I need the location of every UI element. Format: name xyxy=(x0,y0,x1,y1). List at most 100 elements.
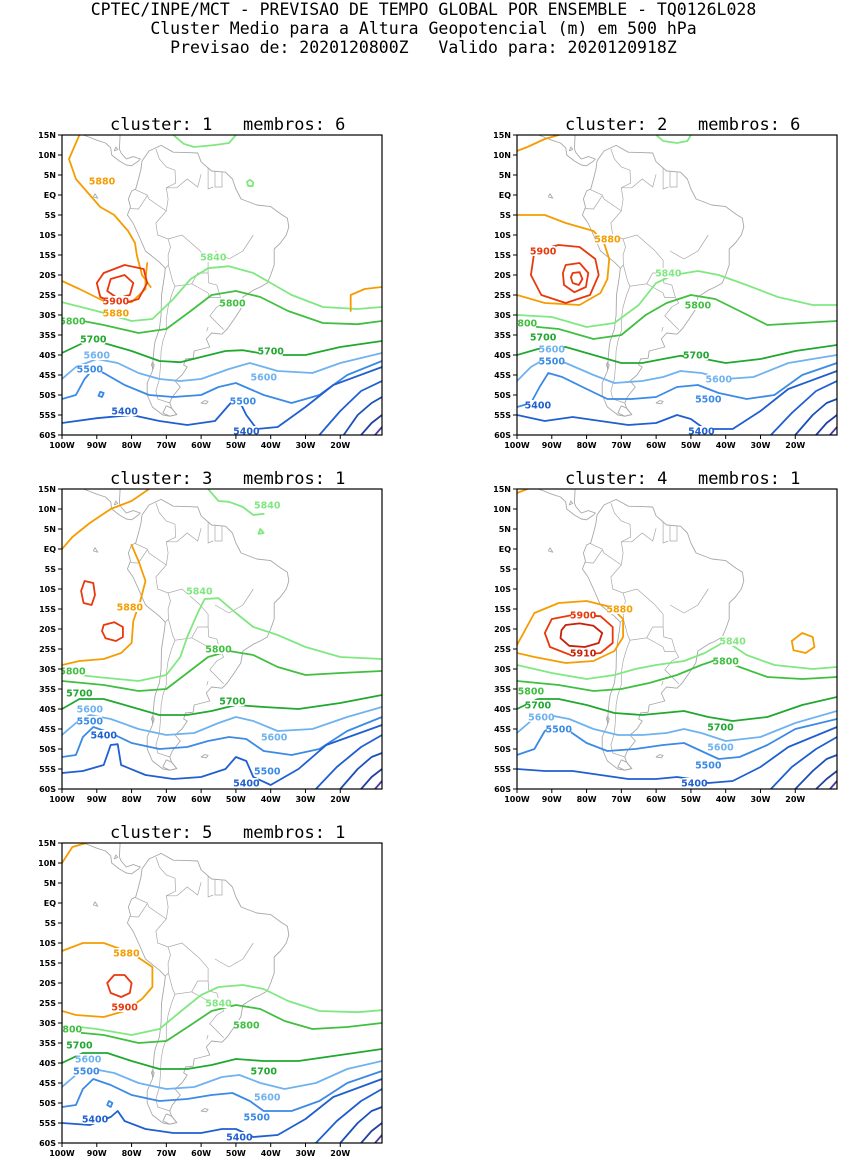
contour-line xyxy=(360,414,382,435)
contour-label-bg xyxy=(529,712,554,722)
contour-label-bg xyxy=(708,722,733,732)
contour-line xyxy=(62,597,382,682)
contour-label: 5700 xyxy=(66,1041,93,1052)
coastline xyxy=(537,135,745,417)
coastline xyxy=(82,135,290,417)
contour-label: 5800 xyxy=(233,1021,260,1032)
contour-line xyxy=(62,489,150,550)
country-borders xyxy=(585,148,709,404)
lat-label: 25S xyxy=(39,645,56,654)
contour-label: 5840 xyxy=(186,587,213,598)
contour-label-bg xyxy=(91,730,116,740)
lat-label: 10S xyxy=(494,231,511,240)
contour-label: 5600 xyxy=(254,1093,281,1104)
contour-label: 5400 xyxy=(233,427,260,438)
panel-title: cluster: 4 membros: 1 xyxy=(565,469,801,489)
contour-line xyxy=(517,362,837,408)
contour-label-bg xyxy=(255,500,280,510)
lat-label: 10S xyxy=(494,585,511,594)
contour-label-bg xyxy=(696,394,721,404)
cluster-panel-1: cluster: 1 membros: 6 5880 5840 5900 5880 580… xyxy=(22,115,422,455)
lon-label: 30W xyxy=(295,441,315,450)
lat-label: 5N xyxy=(499,171,511,180)
lon-label: 60W xyxy=(191,795,211,804)
contour-line xyxy=(106,274,135,300)
contour-label: 5840 xyxy=(655,269,682,280)
contour-label: 5700 xyxy=(525,701,552,712)
lon-label: 100W xyxy=(504,441,530,450)
lat-label: 15N xyxy=(38,131,56,140)
contour-line xyxy=(770,736,837,789)
contour-label-bg xyxy=(103,308,128,318)
contour-label-bg xyxy=(539,356,564,366)
contour-line xyxy=(97,390,105,398)
contour-label: 5880 xyxy=(113,949,140,960)
lat-label: 20S xyxy=(494,271,511,280)
contour-label-bg xyxy=(201,252,226,262)
lat-label: 35S xyxy=(494,331,511,340)
lat-label: 40S xyxy=(494,351,511,360)
lon-label: 70W xyxy=(156,1149,176,1158)
lon-label: 20W xyxy=(785,441,805,450)
contour-label: 5800 xyxy=(205,645,232,656)
lon-label: 90W xyxy=(87,1149,107,1158)
contour-label-bg xyxy=(234,778,259,788)
contour-line xyxy=(68,135,152,288)
contour-label-bg xyxy=(62,316,85,326)
lat-label: 30S xyxy=(39,1019,56,1028)
lon-label: 80W xyxy=(577,795,597,804)
lat-label: 10N xyxy=(493,505,511,514)
lon-label: 80W xyxy=(122,795,142,804)
contour-line xyxy=(62,942,154,1018)
contour-label-bg xyxy=(525,400,550,410)
lat-label: 30S xyxy=(39,311,56,320)
contour-label-bg xyxy=(531,246,556,256)
contour-label-bg xyxy=(713,656,738,666)
contour-line xyxy=(562,262,590,294)
contour-label-bg xyxy=(607,604,632,614)
lat-label: 15S xyxy=(39,605,56,614)
header-line-1: CPTEC/INPE/MCT - PREVISAO DE TEMPO GLOBA… xyxy=(90,0,757,19)
lat-label: 55S xyxy=(494,765,511,774)
lat-label: 15S xyxy=(494,251,511,260)
contour-line xyxy=(339,1106,382,1143)
contour-line xyxy=(829,426,837,435)
contour-label: 5600 xyxy=(528,713,555,724)
lat-label: 45S xyxy=(39,725,56,734)
contour-label: 5700 xyxy=(683,351,710,362)
contour-line xyxy=(374,1134,382,1143)
lat-label: 5N xyxy=(44,525,56,534)
contour-line xyxy=(517,726,837,784)
header-line-2: Cluster Medio para a Altura Geopotencial… xyxy=(150,19,697,38)
contour-line xyxy=(62,694,382,716)
contour-label-bg xyxy=(187,586,212,596)
contour-line xyxy=(517,135,560,152)
contour-label: 5500 xyxy=(695,761,722,772)
contour-label-bg xyxy=(74,1066,99,1076)
lon-label: 50W xyxy=(226,441,246,450)
lat-label: 10S xyxy=(39,231,56,240)
contour-label-bg xyxy=(656,268,681,278)
lat-label: 60S xyxy=(494,431,511,440)
lat-label: 55S xyxy=(494,411,511,420)
lat-label: 30S xyxy=(494,311,511,320)
country-borders xyxy=(130,502,254,758)
contour-label-bg xyxy=(684,350,709,360)
contour-line xyxy=(62,265,382,322)
lat-label: EQ xyxy=(499,545,511,554)
lat-label: 15S xyxy=(39,251,56,260)
contour-line xyxy=(95,264,149,306)
contour-line xyxy=(315,1088,382,1143)
lat-label: 30S xyxy=(39,665,56,674)
panel-title: cluster: 1 membros: 6 xyxy=(110,115,346,135)
lat-label: 60S xyxy=(39,785,56,794)
contour-label: 5800 xyxy=(712,657,739,668)
lat-label: 20S xyxy=(39,625,56,634)
contour-label-bg xyxy=(258,346,283,356)
lat-label: 45S xyxy=(494,371,511,380)
lat-label: 10S xyxy=(39,939,56,948)
panel-title: cluster: 3 membros: 1 xyxy=(110,469,346,489)
contour-label-bg xyxy=(112,1002,137,1012)
contour-label: 5500 xyxy=(695,395,722,406)
lat-label: 15N xyxy=(38,485,56,494)
